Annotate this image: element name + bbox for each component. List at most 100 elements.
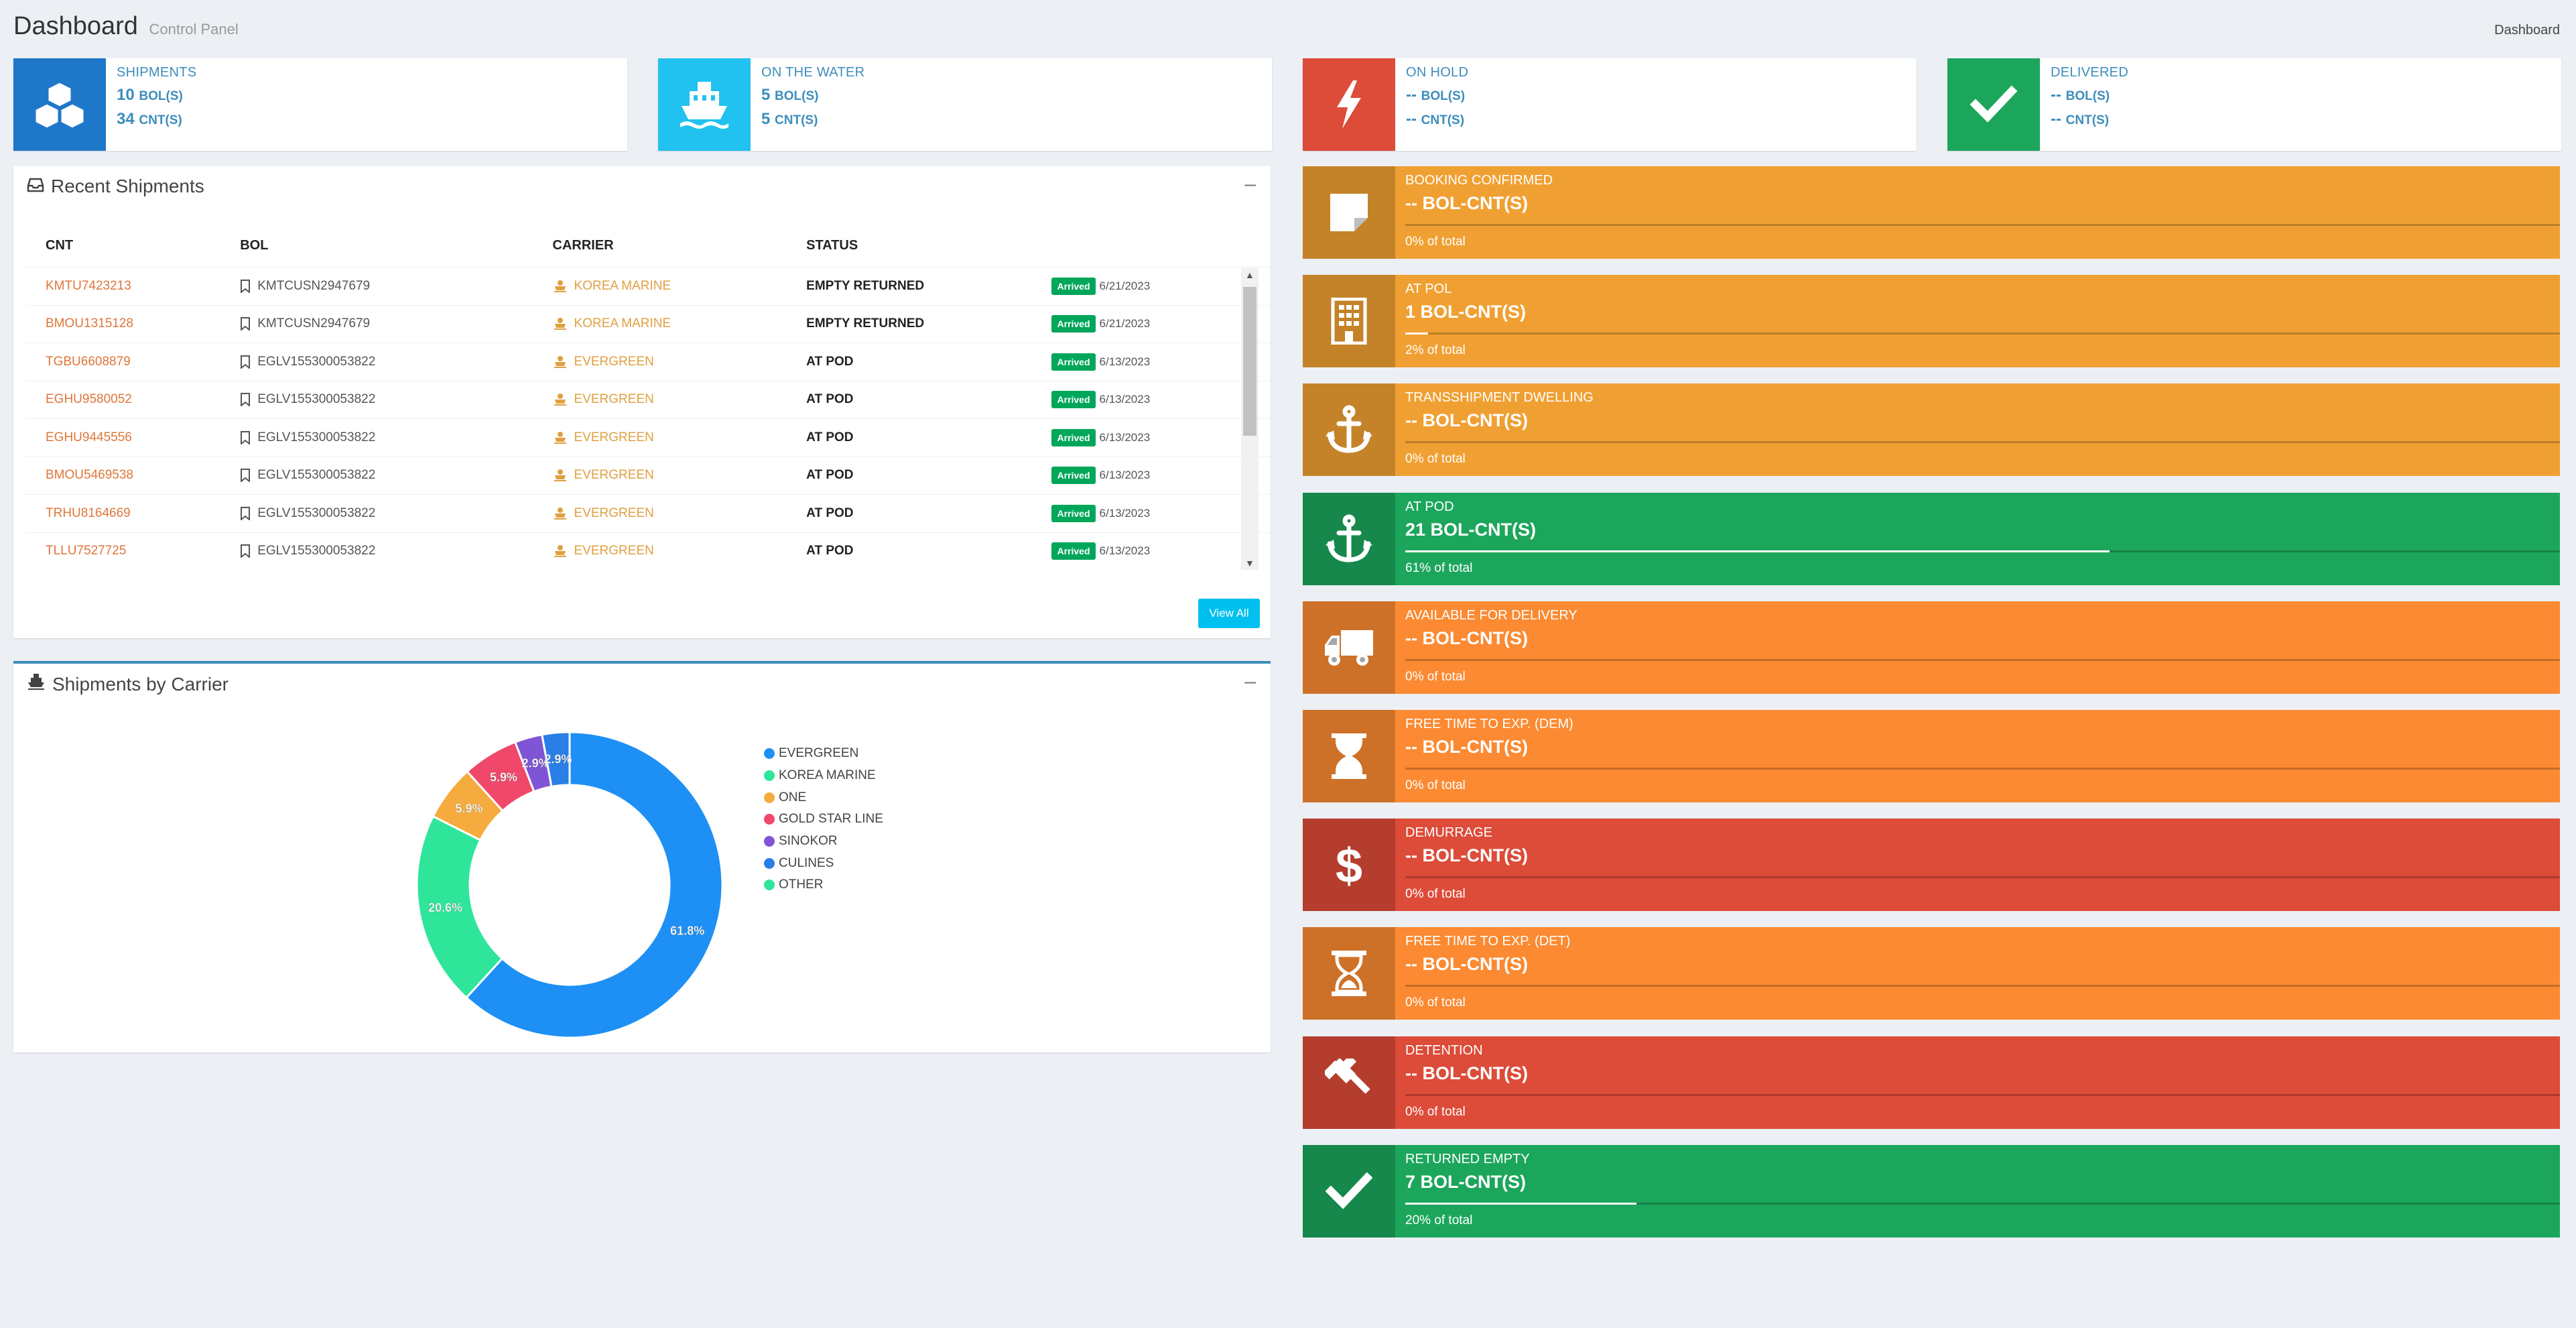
status-card-description: 61% of total [1405, 560, 1473, 575]
bol-value[interactable]: EGLV155300053822 [257, 544, 376, 558]
table-row[interactable]: BMOU5469538 EGLV155300053822 EVERGREEN AT P… [25, 456, 1271, 495]
ship-captain-icon [553, 316, 574, 330]
carrier-cell: EVERGREEN [532, 532, 795, 570]
slice-label: 61.8% [670, 924, 704, 937]
table-row[interactable]: TRHU8164669 EGLV155300053822 EVERGREEN AT P… [25, 494, 1271, 532]
cnt-link[interactable]: TLLU7527725 [25, 532, 220, 570]
carrier-link[interactable]: EVERGREEN [574, 468, 654, 483]
bol-value[interactable]: KMTCUSN2947679 [257, 316, 371, 331]
bol-value[interactable]: EGLV155300053822 [257, 505, 376, 520]
recent-shipments-box: Recent Shipments – CNT BOL CARRIER STATU… [13, 166, 1271, 638]
bol-count-value: -- [1406, 86, 1417, 104]
status-card-demurrage[interactable]: $ DEMURRAGE -- BOL-CNT(S) 0% of total [1303, 819, 2560, 912]
carrier-link[interactable]: EVERGREEN [574, 505, 654, 520]
arrival-date: 6/13/2023 [1099, 430, 1151, 444]
arrival-cell: Arrived 6/13/2023 [1051, 418, 1271, 457]
column-header-date [1051, 233, 1271, 267]
legend-item[interactable]: EVERGREEN [764, 743, 883, 765]
table-row[interactable]: TGBU6608879 EGLV155300053822 EVERGREEN AT P… [25, 343, 1271, 381]
status-card-value: -- BOL-CNT(S) [1405, 193, 1528, 213]
status-card-detention[interactable]: DETENTION -- BOL-CNT(S) 0% of total [1303, 1036, 2560, 1129]
info-box-on-the-water[interactable]: ON THE WATER 5 BOL(S) 5 CNT(S) [658, 58, 1272, 151]
donut-slice[interactable] [540, 731, 571, 788]
carrier-link[interactable]: EVERGREEN [574, 544, 654, 558]
arrival-date: 6/21/2023 [1099, 279, 1151, 292]
arrival-cell: Arrived 6/13/2023 [1051, 532, 1271, 570]
table-row[interactable]: BMOU1315128 KMTCUSN2947679 KOREA MARINE EMP… [25, 304, 1271, 343]
status-card-available-for-delivery[interactable]: AVAILABLE FOR DELIVERY -- BOL-CNT(S) 0% of… [1303, 601, 2560, 694]
cnt-link[interactable]: EGHU9445556 [25, 418, 220, 457]
bol-value[interactable]: EGLV155300053822 [257, 430, 376, 444]
column-header-carrier[interactable]: CARRIER [552, 237, 614, 253]
legend-item[interactable]: SINOKOR [764, 831, 883, 853]
table-header-row: CNT BOL CARRIER STATUS [25, 233, 1271, 267]
carrier-link[interactable]: EVERGREEN [574, 354, 654, 369]
column-header-cnt[interactable]: CNT [46, 237, 74, 253]
table-row[interactable]: TLLU7527725 EGLV155300053822 EVERGREEN AT P… [25, 532, 1271, 570]
bol-cell: EGLV155300053822 [220, 343, 533, 381]
cnt-link[interactable]: EGHU9580052 [25, 380, 220, 419]
status-card-booking-confirmed[interactable]: BOOKING CONFIRMED -- BOL-CNT(S) 0% of tota… [1303, 166, 2560, 259]
info-box-on-hold[interactable]: ON HOLD -- BOL(S) -- CNT(S) [1303, 58, 1917, 151]
ship-captain-icon [553, 468, 574, 482]
status-card-value: 7 BOL-CNT(S) [1405, 1171, 1526, 1192]
table-row[interactable]: EGHU9445556 EGLV155300053822 EVERGREEN AT P… [25, 418, 1271, 457]
legend-label: OTHER [779, 878, 824, 892]
legend-item[interactable]: OTHER [764, 874, 883, 896]
cnt-link[interactable]: BMOU1315128 [25, 304, 220, 343]
shipments-table: CNT BOL CARRIER STATUS KMTU7423213 KMTCUS… [25, 233, 1271, 570]
breadcrumb[interactable]: Dashboard [2494, 23, 2560, 38]
cnt-count-value: -- [1406, 110, 1417, 128]
view-all-button[interactable]: View All [1198, 599, 1260, 628]
status-card-free-time-to-exp-det[interactable]: FREE TIME TO EXP. (DET) -- BOL-CNT(S) 0% o… [1303, 927, 2560, 1020]
hourglass-icon [1303, 710, 1395, 802]
bol-cell: EGLV155300053822 [220, 418, 533, 457]
cnt-link[interactable]: TRHU8164669 [25, 494, 220, 532]
status-card-free-time-to-exp-dem[interactable]: FREE TIME TO EXP. (DEM) -- BOL-CNT(S) 0% o… [1303, 710, 2560, 802]
bol-value[interactable]: EGLV155300053822 [257, 392, 376, 407]
cnt-link[interactable]: BMOU5469538 [25, 456, 220, 495]
status-card-returned-empty[interactable]: RETURNED EMPTY 7 BOL-CNT(S) 20% of total [1303, 1144, 2560, 1238]
cnt-count: 5 CNT(S) [761, 110, 864, 129]
arrival-cell: Arrived 6/13/2023 [1051, 456, 1271, 495]
cnt-count-value: 34 [117, 110, 135, 128]
legend-item[interactable]: GOLD STAR LINE [764, 808, 883, 831]
bol-value[interactable]: EGLV155300053822 [257, 354, 376, 369]
table-row[interactable]: EGHU9580052 EGLV155300053822 EVERGREEN AT P… [25, 380, 1271, 419]
carrier-cell: KOREA MARINE [532, 304, 795, 343]
cnt-link[interactable]: KMTU7423213 [25, 267, 220, 305]
scroll-up-arrow-icon[interactable]: ▲ [1245, 269, 1254, 280]
carrier-donut-chart: 61.8% 20.6% 5.9% 5.9% 2.9%2.9% [415, 731, 724, 1039]
bol-value[interactable]: KMTCUSN2947679 [257, 278, 371, 293]
scroll-down-arrow-icon[interactable]: ▼ [1245, 558, 1254, 568]
column-header-status[interactable]: STATUS [806, 237, 858, 253]
legend-label: ONE [779, 790, 807, 804]
scrollbar-thumb[interactable] [1243, 287, 1257, 436]
donut-slice[interactable] [415, 814, 504, 1000]
cnt-link[interactable]: TGBU6608879 [25, 343, 220, 381]
status-card-at-pol[interactable]: AT POL 1 BOL-CNT(S) 2% of total [1303, 275, 2560, 368]
slice-label: 20.6% [428, 901, 462, 914]
info-box-delivered[interactable]: DELIVERED -- BOL(S) -- CNT(S) [1947, 58, 2561, 151]
legend-swatch [764, 814, 775, 825]
carrier-link[interactable]: EVERGREEN [574, 392, 654, 407]
info-box-shipments[interactable]: SHIPMENTS 10 BOL(S) 34 CNT(S) [13, 58, 627, 151]
status-card-transshipment-dwelling[interactable]: TRANSSHIPMENT DWELLING -- BOL-CNT(S) 0% of… [1303, 383, 2560, 477]
carrier-link[interactable]: KOREA MARINE [574, 278, 671, 293]
donut-slice[interactable] [464, 731, 724, 1039]
cnt-unit: CNT(S) [775, 113, 818, 127]
legend-item[interactable]: ONE [764, 786, 883, 808]
carrier-cell: EVERGREEN [532, 494, 795, 532]
legend-item[interactable]: CULINES [764, 852, 883, 874]
column-header-bol[interactable]: BOL [240, 237, 269, 253]
collapse-button[interactable]: – [1244, 173, 1256, 195]
table-scrollbar[interactable]: ▲ ▼ [1241, 268, 1259, 570]
table-row[interactable]: KMTU7423213 KMTCUSN2947679 KOREA MARINE EMP… [25, 267, 1271, 305]
legend-item[interactable]: KOREA MARINE [764, 765, 883, 787]
status-card-at-pod[interactable]: AT POD 21 BOL-CNT(S) 61% of total [1303, 492, 2560, 585]
bol-value[interactable]: EGLV155300053822 [257, 468, 376, 483]
carrier-link[interactable]: KOREA MARINE [574, 316, 671, 331]
status-card-description: 0% of total [1405, 995, 1466, 1010]
carrier-link[interactable]: EVERGREEN [574, 430, 654, 444]
collapse-button[interactable]: – [1244, 670, 1256, 692]
